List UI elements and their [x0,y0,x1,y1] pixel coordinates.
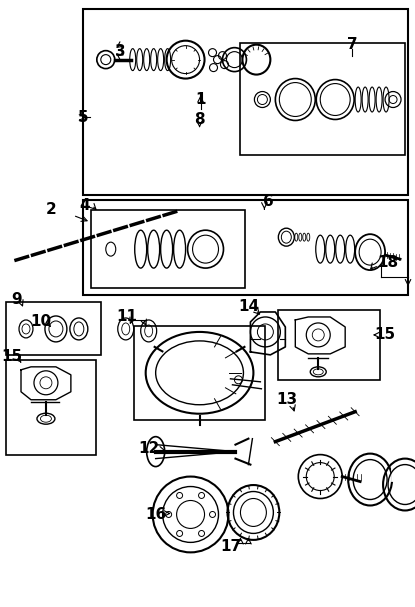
Text: 2: 2 [46,202,56,217]
Text: 10: 10 [30,314,51,330]
Bar [134,326,265,419]
Text: 18: 18 [378,254,399,270]
Text: 12: 12 [138,441,159,456]
Text: 1: 1 [195,92,206,107]
Text: 4: 4 [80,198,90,212]
Text: 7: 7 [347,37,357,52]
Bar [83,8,408,195]
Text: 13: 13 [277,392,298,407]
Bar [83,200,408,295]
Text: 8: 8 [194,112,205,127]
Text: 5: 5 [78,110,88,125]
Text: 15: 15 [374,327,395,342]
Text: 3: 3 [115,44,126,59]
Text: 11: 11 [116,310,137,325]
Bar [91,210,245,288]
Bar [240,42,405,155]
Text: 6: 6 [263,194,274,209]
Bar [278,310,380,380]
Text: 15: 15 [2,350,22,364]
Text: 9: 9 [12,291,22,307]
Text: 17: 17 [220,539,241,554]
Text: 14: 14 [238,299,259,314]
Bar [6,302,101,355]
Bar [6,360,96,455]
Text: 16: 16 [145,507,166,522]
